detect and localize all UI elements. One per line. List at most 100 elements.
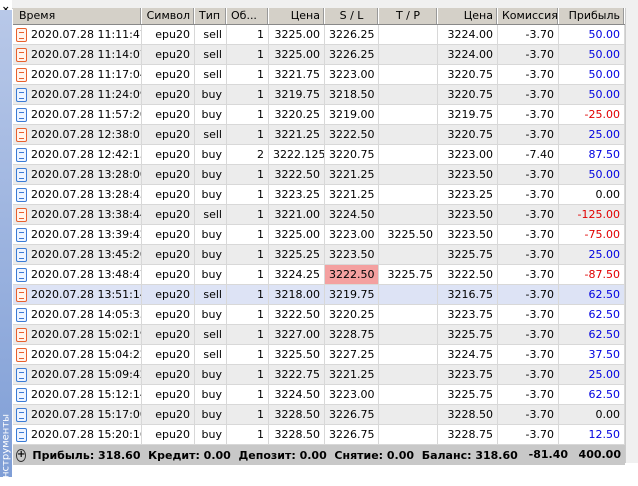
table-row[interactable]: 2020.07.28 15:17:00 epu20 buy 1 3228.50 3226.… [13, 405, 625, 425]
table-row[interactable]: 2020.07.28 11:14:07 epu20 sell 1 3225.00 3226… [13, 45, 625, 65]
cell-sl: 3221.25 [325, 185, 379, 204]
cell-type: buy [195, 185, 227, 204]
column-header-symbol[interactable]: Символ [142, 8, 195, 24]
cell-type: sell [195, 65, 227, 84]
cell-volume: 1 [227, 165, 269, 184]
cell-profit: 50.00 [559, 65, 625, 84]
table-row[interactable]: 2020.07.28 11:17:04 epu20 sell 1 3221.75 3223… [13, 65, 625, 85]
column-header-profit[interactable]: Прибыль [559, 8, 625, 24]
cell-symbol: epu20 [142, 285, 195, 304]
scrollbar[interactable] [625, 8, 638, 463]
column-header-close-price[interactable]: Цена [438, 8, 498, 24]
cell-close-price: 3228.75 [438, 425, 498, 444]
cell-sl: 3221.25 [325, 165, 379, 184]
cell-tp [379, 85, 438, 104]
table-row[interactable]: 2020.07.28 11:24:09 epu20 buy 1 3219.75 3218.… [13, 85, 625, 105]
time-text: 2020.07.28 11:57:20 [31, 108, 142, 121]
cell-tp [379, 25, 438, 44]
table-row[interactable]: 2020.07.28 11:11:47 epu20 sell 1 3225.00 3226… [13, 25, 625, 45]
cell-open-price: 3228.50 [269, 425, 325, 444]
table-row[interactable]: 2020.07.28 13:28:00 epu20 buy 1 3222.50 3221.… [13, 165, 625, 185]
cell-volume: 1 [227, 45, 269, 64]
cell-commission: -3.70 [498, 65, 559, 84]
cell-volume: 1 [227, 285, 269, 304]
cell-tp [379, 65, 438, 84]
cell-open-price: 3224.50 [269, 385, 325, 404]
cell-symbol: epu20 [142, 305, 195, 324]
table-row[interactable]: 2020.07.28 13:39:42 epu20 buy 1 3225.00 3223.… [13, 225, 625, 245]
cell-open-price: 3227.00 [269, 325, 325, 344]
cell-close-price: 3223.75 [438, 365, 498, 384]
table-row[interactable]: 2020.07.28 12:42:15 epu20 buy 2 3222.125 3220… [13, 145, 625, 165]
table-row[interactable]: 2020.07.28 13:38:44 epu20 sell 1 3221.00 3224… [13, 205, 625, 225]
cell-type: buy [195, 405, 227, 424]
table-row[interactable]: 2020.07.28 15:04:22 epu20 sell 1 3225.50 3227… [13, 345, 625, 365]
cell-type: buy [195, 305, 227, 324]
cell-volume: 2 [227, 145, 269, 164]
table-row[interactable]: 2020.07.28 15:12:14 epu20 buy 1 3224.50 3223.… [13, 385, 625, 405]
cell-profit: 37.50 [559, 345, 625, 364]
table-row[interactable]: 2020.07.28 15:20:16 epu20 buy 1 3228.50 3226.… [13, 425, 625, 445]
table-row[interactable]: 2020.07.28 13:45:20 epu20 buy 1 3225.25 3223.… [13, 245, 625, 265]
table-row[interactable]: 2020.07.28 14:05:35 epu20 buy 1 3222.50 3220.… [13, 305, 625, 325]
cell-symbol: epu20 [142, 165, 195, 184]
table-row[interactable]: 2020.07.28 12:38:01 epu20 sell 1 3221.25 3222… [13, 125, 625, 145]
cell-sl: 3223.00 [325, 65, 379, 84]
column-header-tp[interactable]: T / P [379, 8, 438, 24]
column-header-commission[interactable]: Комиссия [498, 8, 559, 24]
cell-close-price: 3216.75 [438, 285, 498, 304]
cell-type: buy [195, 245, 227, 264]
cell-open-price: 3222.50 [269, 305, 325, 324]
cell-commission: -3.70 [498, 245, 559, 264]
sell-order-icon [16, 287, 27, 302]
time-text: 2020.07.28 13:39:42 [31, 228, 142, 241]
sidebar-tab[interactable]: Инструменты [0, 10, 12, 486]
summary-profit: 400.00 [578, 448, 621, 461]
buy-order-icon [16, 247, 27, 262]
cell-sl: 3218.50 [325, 85, 379, 104]
table-row[interactable]: 2020.07.28 11:57:20 epu20 buy 1 3220.25 3219.… [13, 105, 625, 125]
cell-commission: -3.70 [498, 405, 559, 424]
buy-order-icon [16, 407, 27, 422]
table-row[interactable]: 2020.07.28 15:02:19 epu20 sell 1 3227.00 3228… [13, 325, 625, 345]
column-header-volume[interactable]: Об... [227, 8, 269, 24]
table-row[interactable]: 2020.07.28 13:51:14 epu20 sell 1 3218.00 3219… [13, 285, 625, 305]
time-text: 2020.07.28 11:14:07 [31, 48, 142, 61]
cell-profit: 25.00 [559, 365, 625, 384]
cell-sl: 3223.00 [325, 385, 379, 404]
cell-profit: -25.00 [559, 105, 625, 124]
cell-profit: -87.50 [559, 265, 625, 284]
cell-time: 2020.07.28 13:48:47 [13, 265, 142, 284]
cell-time: 2020.07.28 11:17:04 [13, 65, 142, 84]
column-header-time[interactable]: Время [13, 8, 142, 24]
expand-icon[interactable]: + [16, 448, 27, 462]
cell-open-price: 3221.75 [269, 65, 325, 84]
cell-time: 2020.07.28 12:38:01 [13, 125, 142, 144]
cell-time: 2020.07.28 13:28:00 [13, 165, 142, 184]
cell-type: sell [195, 345, 227, 364]
cell-open-price: 3225.00 [269, 225, 325, 244]
cell-symbol: epu20 [142, 85, 195, 104]
cell-symbol: epu20 [142, 65, 195, 84]
sell-order-icon [16, 207, 27, 222]
cell-commission: -3.70 [498, 265, 559, 284]
cell-close-price: 3223.75 [438, 305, 498, 324]
table-row[interactable]: 2020.07.28 13:48:47 epu20 buy 1 3224.25 3222.… [13, 265, 625, 285]
table-row[interactable]: 2020.07.28 15:09:42 epu20 buy 1 3222.75 3221.… [13, 365, 625, 385]
cell-profit: 62.50 [559, 285, 625, 304]
cell-tp [379, 185, 438, 204]
column-header-open-price[interactable]: Цена [269, 8, 325, 24]
cell-commission: -3.70 [498, 345, 559, 364]
cell-type: buy [195, 425, 227, 444]
cell-tp [379, 285, 438, 304]
cell-type: buy [195, 365, 227, 384]
column-header-type[interactable]: Тип [195, 8, 227, 24]
cell-close-price: 3223.50 [438, 225, 498, 244]
table-row[interactable]: 2020.07.28 13:28:43 epu20 buy 1 3223.25 3221.… [13, 185, 625, 205]
summary-row: + Прибыль: 318.60 Кредит: 0.00 Депозит: 0… [13, 445, 625, 465]
time-text: 2020.07.28 15:17:00 [31, 408, 142, 421]
cell-type: sell [195, 25, 227, 44]
column-header-sl[interactable]: S / L [325, 8, 379, 24]
cell-volume: 1 [227, 245, 269, 264]
